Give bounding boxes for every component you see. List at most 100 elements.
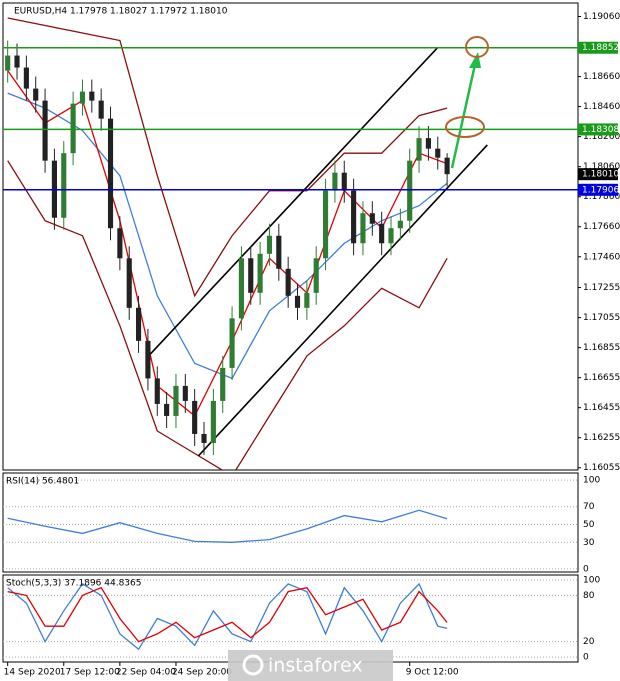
y-tick-label: 1.18060 — [583, 162, 620, 172]
candle-body — [425, 138, 431, 149]
y-tick-label: 1.16455 — [583, 403, 620, 413]
candle-body — [33, 88, 39, 101]
candle-body — [369, 213, 375, 224]
level-label-box — [578, 41, 618, 54]
candle-body — [98, 100, 104, 119]
y-tick-label: 1.17460 — [583, 252, 620, 262]
candle-body — [304, 292, 310, 308]
y-tick-label: 100 — [583, 476, 600, 486]
candle-body — [285, 268, 291, 296]
x-tick-label: 24 Sep 20:00 — [172, 668, 232, 678]
candle-body — [397, 220, 403, 229]
candle-body — [79, 91, 86, 104]
candle-body — [360, 213, 366, 244]
candle-body — [126, 258, 132, 308]
candle-body — [23, 67, 29, 89]
watermark: instaforex — [228, 650, 393, 681]
candle-body — [135, 307, 142, 341]
panel-title: EURUSD,H4 1.17978 1.18027 1.17972 1.1801… — [14, 7, 228, 17]
line — [148, 46, 439, 357]
level-label: 1.18308 — [582, 125, 619, 135]
candle-body — [5, 55, 11, 71]
target-ellipse — [465, 36, 489, 58]
candle-body — [229, 318, 235, 368]
candle-body — [145, 340, 151, 379]
candle-body — [117, 228, 123, 259]
candle-body — [435, 148, 441, 158]
x-tick-label: 22 Sep 04:00 — [116, 668, 176, 678]
y-tick-label: 80 — [583, 591, 595, 601]
candle-body — [341, 172, 347, 191]
candle-body — [107, 118, 114, 229]
x-tick-label: 9 Oct 12:00 — [406, 668, 459, 678]
y-tick-label: 1.17660 — [583, 222, 620, 232]
y-tick-label: 1.18260 — [583, 132, 620, 142]
candle-body — [89, 91, 95, 101]
candle-body — [266, 235, 273, 254]
candle-body — [164, 403, 170, 416]
panel-title: Stoch(5,3,3) 37.1896 44.8365 — [6, 579, 141, 589]
level-label-box — [578, 123, 618, 136]
y-tick-label: 100 — [583, 576, 600, 586]
y-tick-label: 1.18460 — [583, 102, 620, 112]
watermark-text: instaforex — [268, 655, 363, 677]
candle-body — [61, 153, 67, 218]
y-tick-label: 50 — [583, 520, 595, 530]
candle-body — [388, 228, 394, 244]
candle-body — [416, 138, 422, 161]
candle-body — [248, 258, 254, 293]
candle-body — [210, 400, 216, 443]
line — [7, 509, 448, 543]
level-label-box — [578, 183, 618, 196]
candle-body — [192, 400, 198, 434]
panel-title: RSI(14) 56.4801 — [6, 477, 79, 487]
y-tick-label: 1.16255 — [583, 433, 620, 443]
last-price-box — [578, 168, 618, 181]
y-tick-label: 1.18660 — [583, 72, 620, 82]
y-tick-label: 1.16655 — [583, 373, 620, 383]
candle-body — [276, 235, 282, 269]
y-tick-label: 0 — [583, 564, 589, 574]
rsi-panel-frame — [2, 472, 579, 573]
candle-body — [313, 258, 319, 293]
candle-body — [379, 223, 385, 244]
line — [197, 144, 488, 457]
y-tick-label: 70 — [583, 502, 595, 512]
candle-body — [14, 55, 20, 68]
candle-body — [201, 433, 207, 443]
candle-body — [332, 172, 338, 191]
candle-body — [322, 190, 329, 259]
candle-body — [173, 385, 179, 416]
candle-body — [238, 258, 244, 319]
last-price-label: 1.18010 — [582, 170, 619, 180]
x-tick-label: 14 Sep 2020 — [4, 668, 61, 678]
level-label: 1.18852 — [582, 43, 619, 53]
x-tick-label: 17 Sep 12:00 — [60, 668, 120, 678]
y-tick-label: 1.19060 — [583, 12, 620, 22]
candle-body — [257, 253, 263, 293]
candle-body — [154, 378, 160, 404]
candle-body — [220, 367, 226, 401]
candle-body — [444, 157, 450, 175]
line — [7, 160, 448, 470]
y-tick-label: 1.16055 — [583, 463, 620, 473]
y-tick-label: 1.17860 — [583, 192, 620, 202]
y-tick-label: 30 — [583, 538, 595, 548]
candle-body — [182, 385, 188, 401]
y-tick-label: 20 — [583, 637, 595, 647]
candle-body — [351, 190, 357, 244]
line — [7, 17, 448, 298]
price-panel-frame — [2, 2, 579, 471]
candle-body — [407, 160, 413, 221]
candle-body — [42, 100, 48, 161]
plot-layer: 1.19060 1.18660 1.18460 1.18260 1.18060 1.178… — [3, 7, 620, 678]
line — [7, 586, 448, 643]
line — [7, 582, 448, 651]
level-label: 1.17906 — [582, 185, 619, 195]
target-ellipse — [445, 116, 485, 138]
y-tick-label: 1.16855 — [583, 343, 620, 353]
y-tick-label: 1.17055 — [583, 313, 620, 323]
candle-body — [70, 103, 76, 154]
